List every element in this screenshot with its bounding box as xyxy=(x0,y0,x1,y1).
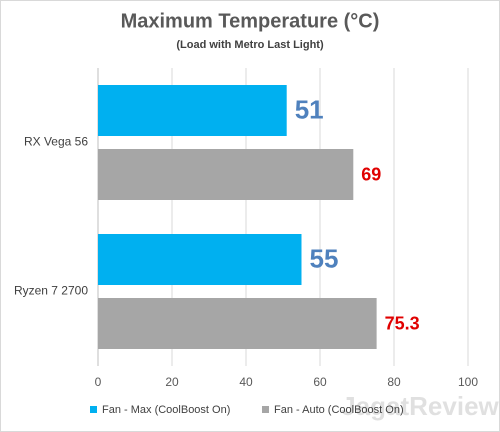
x-tick-label: 100 xyxy=(458,375,478,389)
value-label: 75.3 xyxy=(385,313,420,333)
x-tick-label: 0 xyxy=(95,375,102,389)
value-label: 55 xyxy=(310,243,339,273)
y-tick-label: Ryzen 7 2700 xyxy=(14,284,88,298)
bar xyxy=(98,85,287,136)
x-tick-label: 60 xyxy=(313,375,327,389)
value-label: 51 xyxy=(295,94,324,124)
x-tick-label: 80 xyxy=(387,375,401,389)
legend-swatch xyxy=(90,406,97,413)
bar xyxy=(98,234,302,285)
legend-label: Fan - Max (CoolBoost On) xyxy=(102,404,230,416)
chart-title: Maximum Temperature (°C) xyxy=(121,10,380,32)
watermark: JagatReview xyxy=(341,391,499,421)
legend-swatch xyxy=(262,406,269,413)
x-tick-label: 40 xyxy=(239,375,253,389)
chart-subtitle: (Load with Metro Last Light) xyxy=(176,39,324,51)
y-tick-label: RX Vega 56 xyxy=(24,135,88,149)
bar xyxy=(98,149,354,200)
legend-label: Fan - Auto (CoolBoost On) xyxy=(274,404,404,416)
value-label: 69 xyxy=(361,164,381,184)
bar xyxy=(98,298,377,349)
x-tick-label: 20 xyxy=(165,375,179,389)
